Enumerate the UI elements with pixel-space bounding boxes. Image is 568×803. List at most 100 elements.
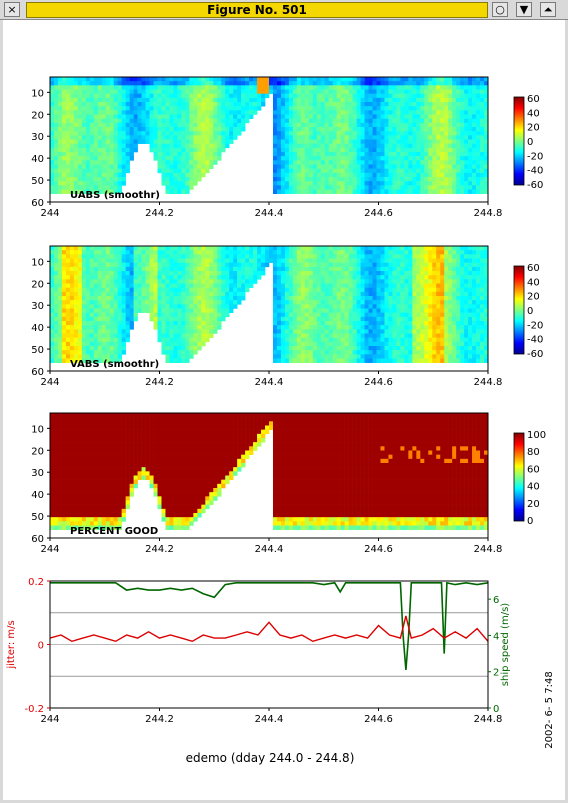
heatmap-cell [396,135,401,140]
heatmap-cell [408,185,413,190]
heatmap-cell [444,147,449,153]
heatmap-cell [364,122,369,128]
heatmap-cell [101,304,107,309]
heatmap-cell [436,143,441,149]
heatmap-cell [65,127,71,132]
heatmap-cell [97,172,103,178]
heatmap-cell [109,258,115,263]
heatmap-cell [173,275,178,280]
heatmap-cell [356,325,361,330]
heatmap-cell [424,168,429,174]
heatmap-cell [428,114,433,119]
heatmap-cell [392,316,397,322]
heatmap-cell [177,147,182,153]
heatmap-cell [193,258,198,263]
heatmap-cell [304,258,310,263]
heatmap-cell [61,312,67,318]
heatmap-cell [257,97,262,103]
heatmap-cell [121,160,126,165]
heatmap-cell [201,122,206,128]
heatmap-cell [141,114,146,119]
heatmap-cell [280,147,286,153]
heatmap-cell [221,266,226,272]
window-menu-button[interactable]: ▼ [516,2,532,17]
heatmap-cell [97,152,103,157]
heatmap-cell [376,106,381,111]
heatmap-cell [388,266,393,272]
heatmap-cell [77,304,83,309]
heatmap-cell [109,122,115,128]
heatmap-cell [288,358,294,363]
heatmap-cell [177,97,182,103]
heatmap-cell [392,262,397,268]
heatmap-cell [129,287,134,293]
heatmap-cell [364,325,369,330]
heatmap-cell [292,156,298,161]
heatmap-cell [324,271,330,276]
heatmap-cell [308,275,314,280]
heatmap-cell [53,266,59,272]
heatmap-cell [412,118,417,124]
heatmap-cell [336,333,341,338]
heatmap-cell [205,160,210,165]
heatmap-cell [288,262,294,268]
heatmap-cell [141,77,146,82]
heatmap-cell [332,160,337,165]
heatmap-cell [316,131,322,136]
heatmap-cell [484,131,489,136]
heatmap-cell [197,97,202,103]
heatmap-cell [340,325,345,330]
heatmap-cell [77,316,83,322]
heatmap-cell [280,97,286,103]
heatmap-cell [280,164,286,169]
heatmap-cell [193,279,198,284]
heatmap-cell [300,262,306,268]
heatmap-cell [400,118,405,124]
heatmap-cell [412,250,417,255]
heatmap-cell [352,325,357,330]
heatmap-cell [320,164,326,169]
heatmap-cell [304,147,310,153]
heatmap-cell [328,110,334,115]
heatmap-cell [217,143,222,149]
heatmap-cell [209,135,214,140]
heatmap-cell [468,102,473,107]
heatmap-cell [348,271,353,276]
heatmap-cell [272,181,278,186]
heatmap-cell [408,246,413,251]
heatmap-cell [404,350,409,355]
close-button[interactable]: × [4,2,20,17]
heatmap-cell [249,254,254,259]
heatmap-cell [280,350,286,355]
heatmap-cell [189,181,194,186]
heatmap-cell [272,341,278,347]
heatmap-cell [284,172,290,178]
heatmap-cell [300,147,306,153]
heatmap-cell [129,93,134,99]
x-tick-label: 244.2 [145,208,174,219]
heatmap-cell [320,89,326,94]
heatmap-cell [113,110,118,115]
heatmap-cell [93,296,99,301]
heatmap-cell [408,168,413,174]
heatmap-cell [332,81,337,86]
heatmap-cell [121,266,126,272]
heatmap-cell [312,341,318,347]
heatmap-cell [284,89,290,94]
window-title[interactable]: Figure No. 501 [26,2,488,18]
heatmap-cell [50,308,55,313]
heatmap-cell [101,300,107,305]
heatmap-cell [364,97,369,103]
heatmap-cell [145,97,150,103]
heatmap-cell [65,147,71,153]
minimize-button[interactable]: ○ [492,2,508,17]
heatmap-cell [141,308,146,313]
heatmap-cell [408,164,413,169]
maximize-button[interactable]: ⏶ [540,2,556,17]
heatmap-cell [161,346,166,351]
heatmap-cell [480,172,485,178]
heatmap-cell [404,333,409,338]
heatmap-cell [304,106,310,111]
heatmap-cell [424,147,429,153]
heatmap-cell [316,346,322,351]
